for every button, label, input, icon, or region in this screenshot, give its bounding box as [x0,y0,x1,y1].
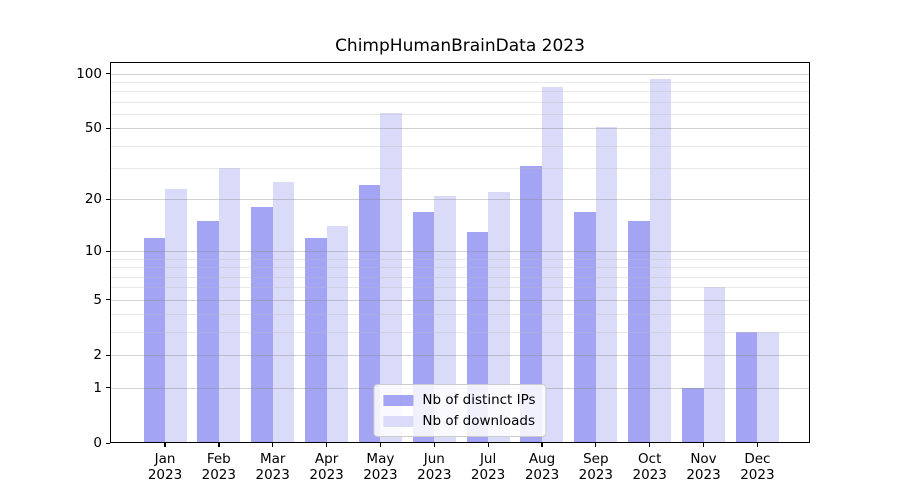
x-tick-label-jun: Jun 2023 [417,451,452,483]
bar-distinct-ips-nov [682,387,704,443]
x-tick-label-oct: Oct 2023 [632,451,667,483]
y-tick-mark [106,73,110,75]
x-tick-mark [325,443,328,447]
y-tick-mark [106,299,110,301]
x-tick-mark [541,443,543,447]
bar-downloads-may [380,112,402,443]
x-tick-label-nov: Nov 2023 [686,451,721,483]
legend: Nb of distinct IPs Nb of downloads [373,384,547,437]
gridline-major [110,199,810,201]
gridline-minor [110,267,810,269]
x-tick-label-feb: Feb 2023 [201,451,236,483]
x-tick-label-sep: Sep 2023 [578,451,613,483]
gridline-minor [110,101,810,103]
y-tick-mark [106,387,110,389]
chart-title: ChimpHumanBrainData 2023 [335,36,585,56]
x-tick-mark [649,443,651,447]
x-tick-mark [272,443,274,447]
bar-downloads-aug [541,87,564,443]
gridline-minor [110,332,810,333]
x-tick-mark [595,443,597,447]
gridline-minor [110,113,810,115]
legend-swatch-downloads [383,415,414,427]
bar-downloads-dec [757,332,779,443]
bar-downloads-jun [434,195,456,443]
axis-spine-top [110,62,810,64]
bar-distinct-ips-dec [735,332,758,443]
gridline-major [110,355,810,357]
bar-distinct-ips-apr [305,237,327,443]
gridline-minor [110,81,810,83]
x-tick-label-aug: Aug 2023 [524,451,560,483]
legend-label-distinct-ips: Nb of distinct IPs [422,392,536,408]
axis-spine-right [808,62,810,443]
gridline-minor [110,168,810,170]
y-tick-label: 1 [93,379,102,396]
y-tick-label: 100 [76,65,102,82]
gridline-major [110,128,810,130]
bar-distinct-ips-aug [520,165,542,443]
plot-area: Nb of distinct IPs Nb of downloads [110,62,810,443]
y-tick-label: 0 [93,435,102,451]
x-tick-label-dec: Dec 2023 [740,451,775,483]
bar-downloads-mar [272,182,295,443]
x-tick-label-mar: Mar 2023 [255,451,290,483]
gridline-major [110,299,810,301]
x-tick-mark [487,443,489,447]
bar-downloads-sep [595,126,618,443]
gridline-minor [110,145,810,147]
y-tick-label: 20 [84,191,102,208]
legend-swatch-distinct-ips [383,394,414,406]
legend-label-downloads: Nb of downloads [422,413,535,429]
y-tick-mark [106,198,110,201]
y-tick-label: 5 [93,291,102,308]
bar-downloads-jan [165,188,187,443]
x-tick-mark [379,443,382,447]
legend-row-distinct-ips: Nb of distinct IPs [383,392,536,408]
x-tick-label-may: May 2023 [363,451,398,483]
bar-distinct-ips-mar [251,207,273,443]
x-tick-mark [433,443,435,447]
x-tick-mark [164,443,166,447]
y-tick-mark [106,250,110,252]
bar-distinct-ips-jan [143,237,165,443]
gridline-major [110,251,810,253]
y-tick-label: 10 [84,243,102,260]
gridline-minor [110,91,810,93]
bar-downloads-jul [488,192,510,443]
x-tick-mark [756,443,759,447]
bar-downloads-oct [649,78,672,443]
x-tick-label-jul: Jul 2023 [470,451,506,483]
bar-distinct-ips-feb [197,221,219,443]
x-tick-mark [702,443,705,447]
y-tick-mark [106,354,110,356]
axis-spine-left [110,62,112,443]
y-tick-label: 2 [93,347,102,364]
axis-spine-bottom [110,441,810,443]
bar-distinct-ips-oct [628,221,650,443]
bar-distinct-ips-may [358,185,381,443]
bar-downloads-feb [218,168,241,443]
bar-downloads-nov [703,287,725,443]
gridline-minor [110,258,810,260]
x-tick-label-jan: Jan 2023 [147,451,183,483]
gridline-minor [110,287,810,289]
x-tick-label-apr: Apr 2023 [309,451,344,483]
y-tick-label: 50 [84,120,102,137]
x-tick-mark [218,443,220,447]
bar-distinct-ips-sep [574,211,596,443]
y-tick-mark [106,127,110,130]
bar-downloads-apr [326,226,349,443]
gridline-minor [110,314,810,316]
legend-row-downloads: Nb of downloads [383,413,535,429]
y-tick-mark [106,442,110,444]
gridline-major [110,73,810,75]
gridline-minor [110,276,810,278]
